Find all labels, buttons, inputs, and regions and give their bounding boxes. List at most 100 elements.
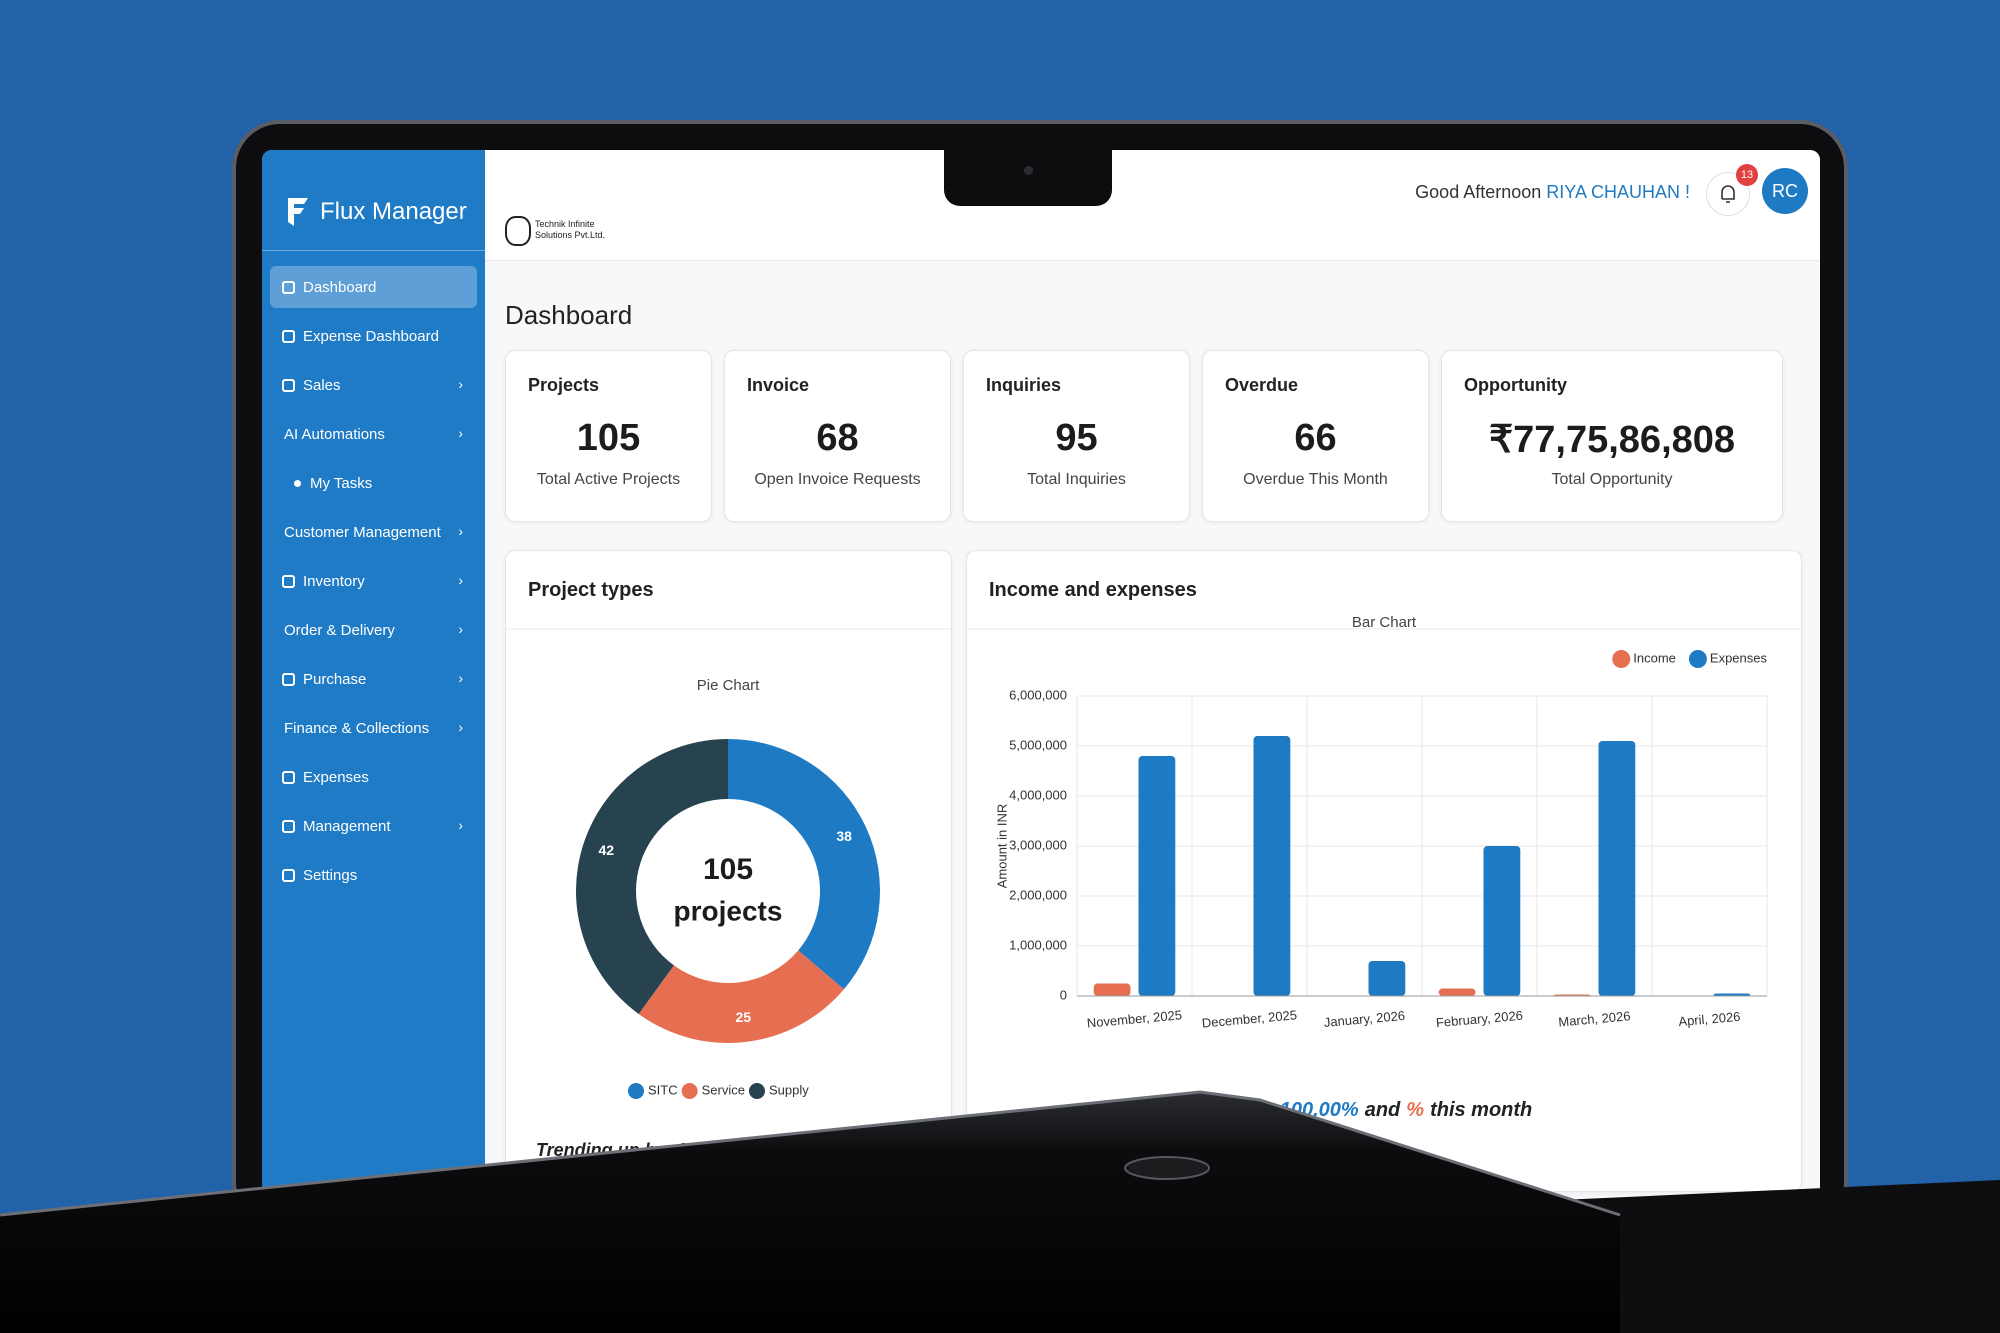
nav-item[interactable]: My Tasks <box>270 462 477 504</box>
legend-swatch <box>748 1083 765 1099</box>
pie-slice <box>576 739 728 1014</box>
chevron: › <box>458 719 463 735</box>
legend-label: Expenses <box>1710 650 1768 665</box>
stat-caption: Total Opportunity <box>1551 471 1673 488</box>
nav-label: My Tasks <box>310 474 373 492</box>
bar-card: Income and expenses Bar Chart 0 1,000,000 2… <box>966 550 1802 1192</box>
card-title: Income and expenses <box>989 579 1197 601</box>
bar <box>1368 961 1406 996</box>
legend-label: SITC <box>648 1082 678 1097</box>
stat-caption: Total Inquiries <box>1027 471 1126 488</box>
stat-title: Projects <box>528 375 600 395</box>
nav-label: Expense Dashboard <box>303 327 439 345</box>
bar-chart: Bar Chart 0 1,000,000 2,000,000 3,000,000 4,0… <box>967 614 1801 1121</box>
nav-item[interactable]: Expenses <box>270 756 477 798</box>
nav-label: Inventory <box>303 572 365 590</box>
greeting-text: Good Afternoon <box>1415 182 1542 202</box>
chevron: › <box>458 670 463 686</box>
nav-item[interactable]: AI Automations › <box>270 413 477 455</box>
legend-swatch <box>1688 650 1707 668</box>
nav-item[interactable]: Dashboard <box>270 266 477 308</box>
pie-slice <box>638 950 844 1043</box>
stat-card: Projects 105 Total Active Projects <box>505 350 712 522</box>
bar <box>1598 741 1636 996</box>
nav-icon <box>282 329 295 343</box>
notification-bell[interactable] <box>1706 172 1750 216</box>
nav-label: Purchase <box>303 670 367 688</box>
stat-title: Invoice <box>747 375 810 395</box>
company-line: Solutions Pvt.Ltd. <box>535 230 606 240</box>
stat-card: Invoice 68 Open Invoice Requests <box>724 350 951 522</box>
nav-item[interactable]: Purchase › <box>270 658 477 700</box>
bar <box>1438 988 1476 996</box>
nav-label: Finance & Collections <box>284 719 430 737</box>
brand: Flux Manager <box>320 198 467 225</box>
slice-label: 38 <box>836 828 852 844</box>
topbar: Good Afternoon RIYA CHAUHAN ! 13 RC Tech… <box>485 150 1820 261</box>
nav-item[interactable]: Finance & Collections › <box>270 707 477 749</box>
stat-value: 105 <box>576 417 641 459</box>
stat-value: ₹77,75,86,808 <box>1488 419 1736 461</box>
screen: Flux Manager Dashboard Expense Dashboard S… <box>262 150 1820 1200</box>
y-tick-label: 0 <box>1060 987 1067 1002</box>
y-tick-label: 6,000,000 <box>1009 687 1067 702</box>
chevron: › <box>458 621 463 637</box>
nav-label: Customer Management <box>284 523 441 541</box>
pie-slice <box>728 739 880 990</box>
nav-item[interactable]: Customer Management › <box>270 511 477 553</box>
nav-item[interactable]: Inventory › <box>270 560 477 602</box>
nav-item[interactable]: Management › <box>270 805 477 847</box>
y-tick-label: 5,000,000 <box>1009 737 1067 752</box>
nav-label: AI Automations <box>284 425 385 443</box>
chevron: › <box>458 376 463 392</box>
chart-title: Pie Chart <box>697 677 760 694</box>
chevron: › <box>458 817 463 833</box>
nav-label: Expenses <box>303 768 369 786</box>
page-title: Dashboard <box>505 300 633 330</box>
brand-logo <box>288 198 308 226</box>
nav-label: Sales <box>303 376 341 394</box>
slice-label: 42 <box>598 842 614 858</box>
pie-card: Project types Pie Chart 38 25 42 105 projects… <box>505 550 952 1192</box>
nav-icon <box>282 770 295 784</box>
legend-swatch <box>681 1083 698 1099</box>
trend-unit: % <box>1406 1099 1424 1121</box>
nav-item[interactable]: Order & Delivery › <box>270 609 477 651</box>
bar <box>1483 846 1521 996</box>
chevron: › <box>458 572 463 588</box>
stat-value: 68 <box>816 417 859 459</box>
notification-badge: 13 <box>1736 164 1758 186</box>
nav-icon <box>282 672 295 686</box>
nav-item[interactable]: Expense Dashboard <box>270 315 477 357</box>
chevron: › <box>458 425 463 441</box>
avatar[interactable]: RC <box>1762 168 1808 214</box>
trend-tail: this month <box>1430 1099 1532 1121</box>
legend-label: Service <box>702 1082 745 1097</box>
y-tick-label: 2,000,000 <box>1009 887 1067 902</box>
nav-label: Settings <box>303 866 358 884</box>
legend-swatch <box>628 1083 644 1099</box>
stat-title: Inquiries <box>986 375 1062 395</box>
stat-card: Overdue 66 Overdue This Month <box>1202 350 1429 522</box>
separator <box>262 250 485 251</box>
stat-value: 95 <box>1055 417 1098 459</box>
bell-icon <box>1721 185 1735 203</box>
nav-icon <box>282 280 295 294</box>
stand <box>1500 1180 2000 1333</box>
stat-caption: Open Invoice Requests <box>754 471 921 488</box>
x-tick-label: January, 2026 <box>1323 1008 1405 1030</box>
legend-label: Income <box>1633 650 1676 665</box>
stat-title: Overdue <box>1225 375 1299 395</box>
y-tick-label: 1,000,000 <box>1009 937 1067 952</box>
greeting: Good Afternoon RIYA CHAUHAN ! <box>1415 182 1690 203</box>
nav-item[interactable]: Settings <box>270 854 477 896</box>
legend-swatch <box>1612 650 1631 668</box>
center-value: 105 <box>703 853 753 886</box>
nav-item[interactable]: Sales › <box>270 364 477 406</box>
stat-value: 66 <box>1294 417 1337 459</box>
bar <box>1253 736 1291 996</box>
notch <box>944 146 1112 206</box>
nav-icon <box>282 378 295 392</box>
chevron: › <box>458 523 463 539</box>
stat-title: Opportunity <box>1464 375 1567 395</box>
